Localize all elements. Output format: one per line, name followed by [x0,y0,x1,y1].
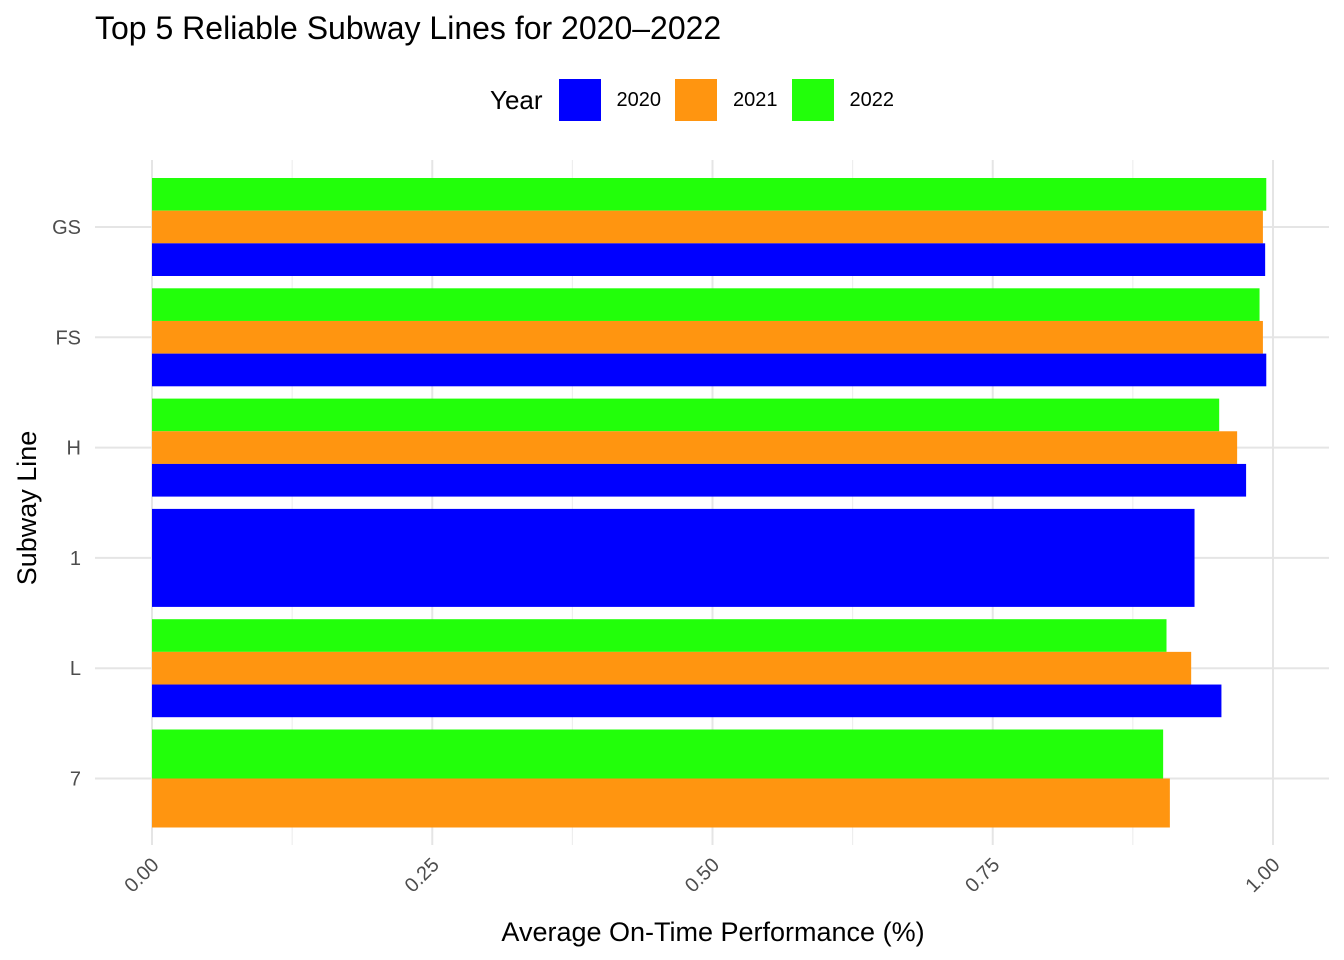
legend-item-2022: 2022 [791,79,895,121]
legend-swatch-2021 [675,79,718,121]
bar-L-2020 [152,684,1222,718]
bar-FS-2020 [152,353,1267,387]
x-tick-label: 1.00 [1241,854,1284,897]
y-tick-label: FS [55,327,81,349]
x-axis-title: Average On-Time Performance (%) [501,917,924,947]
x-tick-labels: 0.00 0.25 0.50 0.75 1.00 [120,854,1284,897]
x-tick-label: 0.75 [961,854,1004,897]
x-tick-label: 0.50 [681,854,724,897]
bar-FS-2021 [152,320,1263,354]
legend-label-2022: 2022 [849,88,895,111]
y-tick-label: 1 [70,548,81,570]
legend-label-2021: 2021 [733,88,778,111]
y-tick-label: H [67,438,81,460]
bar-7-2021 [152,778,1170,828]
y-axis-title: Subway Line [12,431,42,586]
legend-swatch-2022 [791,79,834,121]
x-tick-label: 0.25 [401,854,444,897]
legend-label-2020: 2020 [616,88,662,111]
legend-swatch-2020 [558,79,601,121]
legend-item-2020: 2020 [558,79,662,121]
bar-1-2020 [152,508,1195,607]
bar-FS-2022 [152,288,1260,321]
bar-GS-2022 [152,178,1267,211]
bar-H-2020 [152,463,1247,497]
chart-title: Top 5 Reliable Subway Lines for 2020–202… [95,10,722,46]
y-tick-labels: GS FS H 1 L 7 [52,217,81,791]
bar-L-2021 [152,651,1192,685]
bar-L-2022 [152,619,1167,652]
y-tick-label: 7 [70,769,81,791]
bar-GS-2020 [152,243,1266,276]
y-tick-label: L [70,658,81,680]
bar-GS-2021 [152,210,1263,244]
y-tick-label: GS [52,217,81,239]
legend-title: Year [490,84,543,115]
bar-7-2022 [152,729,1164,779]
x-tick-label: 0.00 [120,854,163,897]
legend-item-2021: 2021 [675,79,778,121]
bar-H-2022 [152,398,1220,432]
legend: Year 2020 2021 2022 [490,78,908,122]
bars [152,178,1267,828]
bar-H-2021 [152,431,1238,464]
